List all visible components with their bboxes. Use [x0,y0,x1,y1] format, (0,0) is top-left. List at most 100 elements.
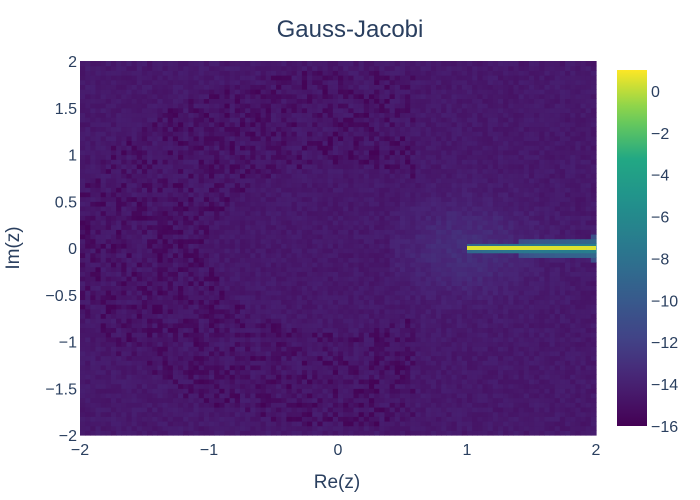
heatmap-cell [116,252,122,258]
heatmap-cell [477,402,484,408]
heatmap-cell [528,416,535,422]
heatmap-cell [214,238,220,244]
heatmap-cell [477,378,484,385]
heatmap-cell [286,411,293,417]
heatmap-cell [203,294,210,301]
heatmap-cell [477,229,484,235]
heatmap-cell [157,238,164,244]
heatmap-cell [260,388,267,394]
heatmap-cell [286,383,293,389]
heatmap-cell [110,360,117,366]
heatmap-cell [172,327,179,333]
heatmap-cell [410,332,416,338]
heatmap-cell [80,308,86,315]
heatmap-cell [415,392,422,399]
heatmap-cell [518,304,525,310]
heatmap-cell [90,257,97,263]
heatmap-cell [399,215,406,221]
heatmap-cell [420,402,427,408]
heatmap-cell [152,313,158,319]
heatmap-cell [446,290,453,296]
heatmap-cell [430,257,437,263]
heatmap-cell [497,318,504,324]
heatmap-cell [157,205,164,212]
heatmap-cell [534,388,540,394]
heatmap-cell [436,257,442,263]
heatmap-cell [301,364,308,371]
heatmap-cell [492,280,499,286]
heatmap-cell [518,290,525,296]
heatmap-cell [477,205,484,212]
heatmap-cell [291,327,298,333]
heatmap-cell [585,266,592,272]
heatmap-cell [203,233,210,240]
heatmap-cell [265,219,272,226]
heatmap-cell [286,378,293,385]
heatmap-cell [518,308,525,315]
heatmap-cell [255,402,262,408]
heatmap-cell [110,313,117,319]
heatmap-cell [239,336,246,343]
heatmap-cell [368,294,375,301]
heatmap-cell [436,369,442,375]
heatmap-cell [255,276,262,282]
heatmap-cell [461,327,468,333]
heatmap-cell [193,425,200,431]
heatmap-cell [152,355,158,361]
heatmap-cell [513,369,520,375]
heatmap-cell [301,233,308,240]
heatmap-cell [549,308,556,315]
heatmap-cell [270,388,277,394]
heatmap-cell [167,252,174,258]
heatmap-cell [570,388,576,394]
heatmap-cell [528,425,535,431]
heatmap-cell [250,313,257,319]
heatmap-cell [513,430,520,436]
heatmap-cell [363,313,370,319]
heatmap-cell [518,210,525,216]
heatmap-cell [394,341,401,347]
heatmap-cell [513,360,520,366]
heatmap-cell [317,290,324,296]
heatmap-cell [203,280,210,286]
heatmap-cell [193,280,200,286]
heatmap-cell [121,383,128,389]
heatmap-cell [105,290,112,296]
heatmap-cell [209,369,215,375]
heatmap-cell [575,430,582,436]
heatmap-cell [477,332,484,338]
heatmap-cell [80,201,86,207]
heatmap-cell [281,364,287,371]
heatmap-cell [534,262,540,268]
heatmap-cell [415,252,422,258]
heatmap-cell [260,430,267,436]
heatmap-cell [559,341,566,347]
heatmap-cell [425,336,432,343]
heatmap-cell [446,266,453,272]
heatmap-cell [276,411,282,417]
heatmap-cell [214,252,220,258]
heatmap-cell [183,406,189,413]
heatmap-cell [472,313,478,319]
heatmap-cell [178,257,184,263]
heatmap-cell [136,378,143,385]
heatmap-cell [276,332,282,338]
heatmap-cell [131,397,138,403]
heatmap-cell [296,266,303,272]
heatmap-cell [219,336,226,343]
heatmap-cell [384,252,391,258]
heatmap-cell [348,276,355,282]
heatmap-cell [152,285,158,291]
heatmap-cell [255,238,262,244]
heatmap-cell [198,215,205,221]
heatmap-cell [312,406,318,413]
heatmap-cell [487,299,494,305]
heatmap-cell [446,355,453,361]
heatmap-cell [141,430,148,436]
heatmap-cell [477,304,484,310]
heatmap-cell [239,322,246,329]
heatmap-cell [441,360,447,366]
heatmap-cell [363,346,370,352]
heatmap-cell [312,210,318,216]
heatmap-cell [451,290,458,296]
